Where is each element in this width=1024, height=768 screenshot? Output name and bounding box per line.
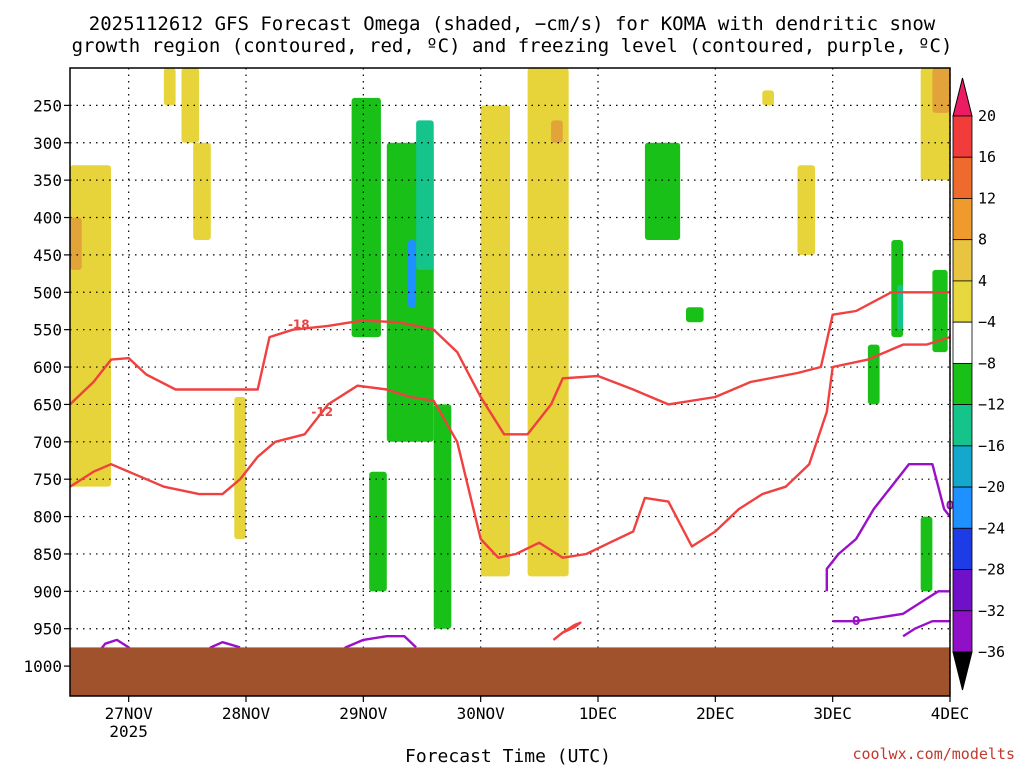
x-tick-label-5: 2DEC bbox=[696, 704, 735, 723]
colorbar-bottom-arrow bbox=[952, 651, 973, 691]
colorbar-label-9: −20 bbox=[978, 478, 1005, 496]
colorbar-label-5: −4 bbox=[978, 313, 996, 331]
colorbar-band-4 bbox=[952, 280, 973, 323]
y-tick-label-900: 900 bbox=[33, 582, 62, 601]
x-year-label: 2025 bbox=[109, 722, 148, 741]
x-tick-label-1: 28NOV bbox=[222, 704, 271, 723]
colorbar-band-11 bbox=[952, 569, 973, 612]
x-tick-label-2: 29NOV bbox=[339, 704, 388, 723]
colorbar-label-1: 16 bbox=[978, 148, 996, 166]
shading-cyan-4dec bbox=[897, 284, 904, 330]
shading-yellow-west bbox=[70, 165, 112, 487]
colorbar-band-7 bbox=[952, 404, 973, 447]
colorbar-band-5 bbox=[952, 321, 973, 364]
y-tick-label-350: 350 bbox=[33, 171, 62, 190]
shading-yellow-2dec-upper bbox=[762, 90, 774, 106]
y-tick-label-800: 800 bbox=[33, 508, 62, 527]
omega-shading bbox=[70, 68, 950, 629]
shading-green-1dec bbox=[644, 142, 681, 240]
y-tick-label-250: 250 bbox=[33, 96, 62, 115]
ground-surface bbox=[70, 647, 950, 696]
shading-green-3dec-mid bbox=[867, 344, 880, 405]
shading-green-4dec-east bbox=[932, 269, 948, 353]
shading-yellow-28nov-low bbox=[234, 396, 246, 539]
freezing-level-contour-4dec-bottom bbox=[902, 620, 950, 638]
colorbar-band-0 bbox=[952, 115, 973, 158]
colorbar-label-7: −12 bbox=[978, 396, 1005, 414]
shading-green-30nov-low bbox=[433, 404, 452, 629]
colorbar-band-6 bbox=[952, 362, 973, 406]
colorbar-band-12 bbox=[952, 610, 973, 653]
colorbar-label-13: −36 bbox=[978, 643, 1005, 661]
minus18-contour bbox=[69, 291, 950, 436]
freezing-level-contour-3dec-lower bbox=[832, 590, 950, 623]
colorbar-label-12: −32 bbox=[978, 602, 1005, 620]
minus12-small-contour bbox=[552, 621, 582, 641]
y-tick-label-750: 750 bbox=[33, 470, 62, 489]
minus18-contour-label: -18 bbox=[288, 317, 310, 331]
shading-cyan-29nov bbox=[416, 120, 434, 270]
shading-blue-29nov bbox=[407, 239, 417, 308]
shading-green-1dec-low bbox=[686, 307, 704, 323]
colorbar: 20 16 12 8 4 −4 −8 −12 −16 −20 −24 −28 −32 −36 bbox=[952, 77, 1005, 691]
shading-orange-30nov bbox=[551, 120, 563, 143]
shading-yellow-28nov-mid bbox=[193, 142, 211, 240]
shading-yellow-30nov bbox=[480, 105, 510, 577]
shading-yellow-3dec bbox=[797, 165, 816, 255]
x-tick-label-4: 1DEC bbox=[579, 704, 618, 723]
minus12-contour-label: -12 bbox=[311, 405, 333, 419]
x-axis-label: Forecast Time (UTC) bbox=[405, 746, 611, 767]
y-tick-label-650: 650 bbox=[33, 395, 62, 414]
y-axis-ticks: 250 300 350 400 450 500 550 600 650 700 750 800 850 9… bbox=[23, 96, 70, 676]
colorbar-label-3: 8 bbox=[978, 231, 987, 249]
x-tick-label-0: 27NOV bbox=[105, 704, 154, 723]
y-tick-label-700: 700 bbox=[33, 433, 62, 452]
x-tick-label-3: 30NOV bbox=[457, 704, 506, 723]
title-line-1: 2025112612 GFS Forecast Omega (shaded, −… bbox=[89, 13, 936, 35]
colorbar-band-8 bbox=[952, 445, 973, 488]
y-tick-label-1000: 1000 bbox=[23, 657, 62, 676]
shading-yellow-28nov-upper bbox=[181, 68, 200, 143]
minus12-contour bbox=[69, 335, 951, 559]
freezing-level-contour-3dec bbox=[825, 463, 951, 592]
colorbar-label-8: −16 bbox=[978, 437, 1005, 455]
y-tick-label-400: 400 bbox=[33, 209, 62, 228]
colorbar-top-arrow bbox=[952, 77, 973, 117]
y-tick-label-950: 950 bbox=[33, 620, 62, 639]
colorbar-label-4: 4 bbox=[978, 272, 987, 290]
shading-orange-4dec-upper bbox=[932, 68, 950, 113]
shading-yellow-30nov-right bbox=[527, 68, 569, 577]
colorbar-band-1 bbox=[952, 156, 973, 199]
colorbar-band-3 bbox=[952, 239, 973, 282]
y-tick-label-450: 450 bbox=[33, 246, 62, 265]
shading-green-29nov-main bbox=[351, 97, 381, 338]
colorbar-label-11: −28 bbox=[978, 561, 1005, 579]
shading-yellow-28nov-upper2 bbox=[163, 68, 176, 106]
colorbar-label-0: 20 bbox=[978, 107, 996, 125]
x-tick-label-6: 3DEC bbox=[813, 704, 852, 723]
x-tick-label-7: 4DEC bbox=[931, 704, 970, 723]
shading-orange-west bbox=[70, 217, 82, 270]
y-tick-label-600: 600 bbox=[33, 358, 62, 377]
y-tick-label-300: 300 bbox=[33, 134, 62, 153]
credit-label: coolwx.com/modelts bbox=[852, 745, 1015, 763]
colorbar-band-9 bbox=[952, 486, 973, 529]
colorbar-label-6: −8 bbox=[978, 354, 996, 372]
colorbar-band-2 bbox=[952, 198, 973, 241]
shading-green-29nov-low bbox=[369, 471, 387, 592]
colorbar-label-10: −24 bbox=[978, 519, 1005, 537]
x-axis-ticks: 27NOV 28NOV 29NOV 30NOV 1DEC 2DEC 3DEC 4DEC bbox=[105, 696, 970, 723]
y-tick-label-500: 500 bbox=[33, 283, 62, 302]
plot-frame bbox=[69, 67, 951, 697]
colorbar-band-10 bbox=[952, 527, 973, 570]
title-line-2: growth region (contoured, red, ºC) and f… bbox=[72, 35, 953, 57]
shading-green-4dec-low bbox=[920, 516, 933, 592]
y-tick-label-850: 850 bbox=[33, 545, 62, 564]
y-tick-label-550: 550 bbox=[33, 321, 62, 340]
colorbar-label-2: 12 bbox=[978, 189, 996, 207]
